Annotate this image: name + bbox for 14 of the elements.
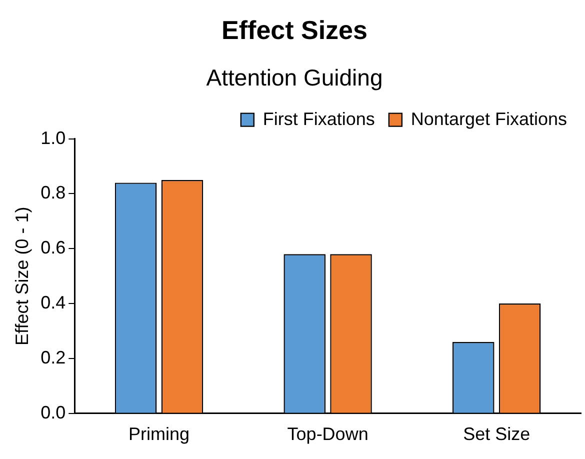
y-tick-label: 0.6: [40, 238, 66, 258]
x-tick-label: Priming: [128, 424, 190, 444]
y-tick-label: 0.4: [40, 292, 66, 313]
y-tick-label: 0.8: [40, 182, 66, 203]
y-tick-label: 0.2: [40, 347, 66, 368]
legend-label: Nontarget Fixations: [410, 108, 567, 129]
y-tick-label: 0.0: [40, 402, 66, 422]
chart-subtitle: Attention Guiding: [206, 64, 383, 90]
legend-label: First Fixations: [262, 108, 375, 129]
y-tick-label: 1.0: [40, 128, 66, 148]
chart-title: Effect Sizes: [222, 14, 368, 45]
x-tick-label: Top-Down: [287, 424, 368, 444]
y-axis-title: Effect Size (0 - 1): [12, 206, 32, 346]
x-tick-label: Set Size: [463, 424, 530, 444]
